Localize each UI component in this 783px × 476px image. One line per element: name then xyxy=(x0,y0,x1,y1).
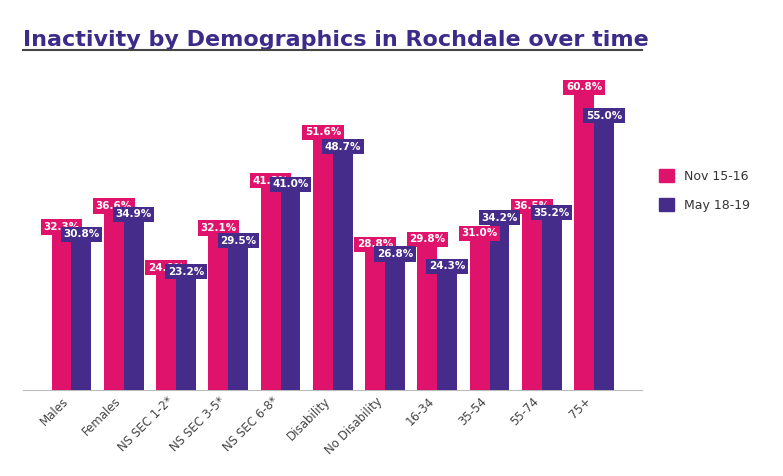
Text: 35.2%: 35.2% xyxy=(534,208,570,218)
Text: 36.5%: 36.5% xyxy=(514,201,550,211)
Text: 32.3%: 32.3% xyxy=(43,222,80,232)
Text: 28.8%: 28.8% xyxy=(357,239,393,249)
Bar xyxy=(261,186,280,390)
Bar xyxy=(104,211,124,390)
Bar xyxy=(156,273,176,390)
Text: 26.8%: 26.8% xyxy=(377,249,413,259)
Bar xyxy=(385,259,405,390)
Text: 24.0%: 24.0% xyxy=(148,263,184,273)
Bar xyxy=(417,244,437,390)
Bar xyxy=(208,233,229,390)
Bar xyxy=(52,232,71,390)
Bar xyxy=(229,246,248,390)
Text: 23.2%: 23.2% xyxy=(168,267,204,277)
Text: 51.6%: 51.6% xyxy=(305,128,341,138)
Bar xyxy=(176,277,196,390)
Legend: Nov 15-16, May 18-19: Nov 15-16, May 18-19 xyxy=(655,164,756,217)
Text: 29.5%: 29.5% xyxy=(220,236,256,246)
Bar xyxy=(313,138,333,390)
Text: 41.8%: 41.8% xyxy=(252,176,289,186)
Text: 36.6%: 36.6% xyxy=(96,201,132,211)
Text: 41.0%: 41.0% xyxy=(272,179,309,189)
Bar xyxy=(594,121,614,390)
Bar xyxy=(437,271,457,390)
Bar xyxy=(542,218,561,390)
Bar xyxy=(470,238,489,390)
Bar xyxy=(522,211,542,390)
Bar xyxy=(124,219,143,390)
Text: 34.9%: 34.9% xyxy=(116,209,152,219)
Bar xyxy=(280,189,301,390)
Text: 60.8%: 60.8% xyxy=(566,82,602,92)
Bar xyxy=(333,152,352,390)
Text: Inactivity by Demographics in Rochdale over time: Inactivity by Demographics in Rochdale o… xyxy=(23,30,649,50)
Bar xyxy=(365,249,385,390)
Text: 31.0%: 31.0% xyxy=(461,228,498,238)
Text: 55.0%: 55.0% xyxy=(586,111,622,121)
Text: 29.8%: 29.8% xyxy=(410,234,446,244)
Text: 34.2%: 34.2% xyxy=(482,213,518,223)
Bar xyxy=(71,239,92,390)
Text: 30.8%: 30.8% xyxy=(63,229,99,239)
Text: 48.7%: 48.7% xyxy=(324,142,361,152)
Bar xyxy=(574,92,594,390)
Text: 32.1%: 32.1% xyxy=(200,223,236,233)
Text: 24.3%: 24.3% xyxy=(429,261,465,271)
Bar xyxy=(489,223,510,390)
